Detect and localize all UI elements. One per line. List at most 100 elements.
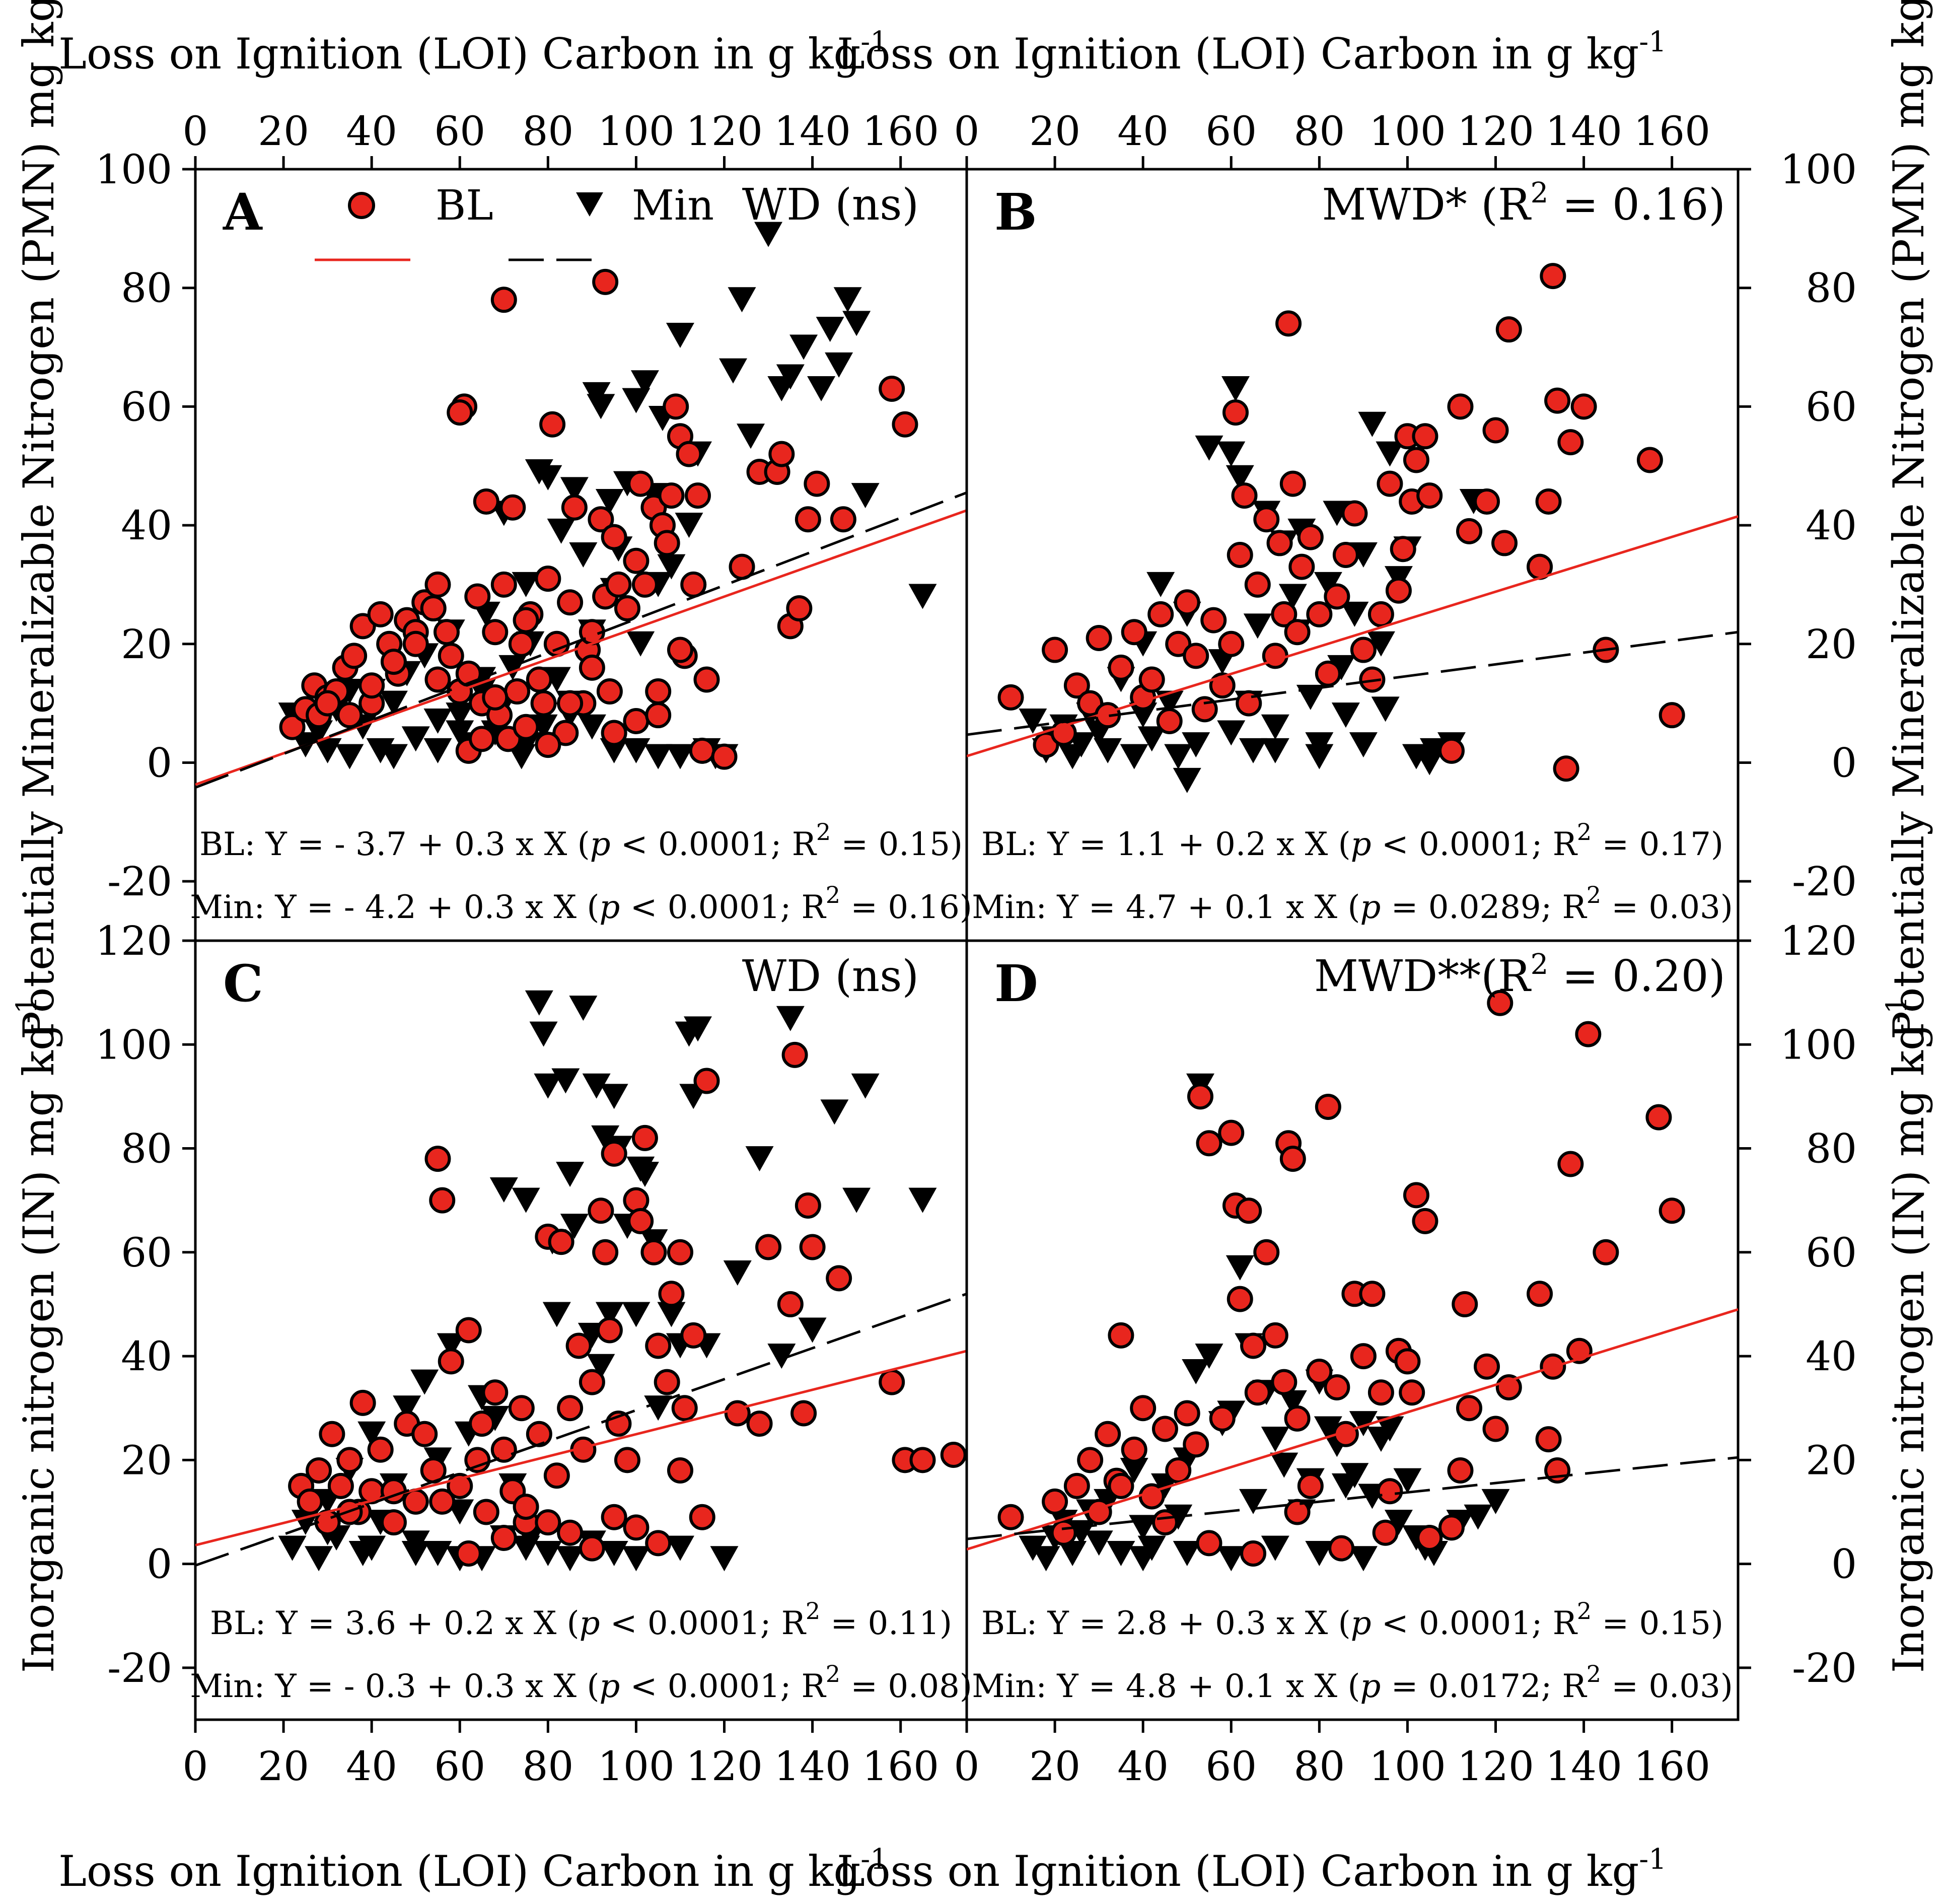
panel-a-bl-point	[795, 506, 821, 533]
panel-d-eq-p-value: < 0.0001; R	[1372, 1605, 1578, 1642]
panel-a-x-tick-label: 100	[598, 108, 675, 155]
panel-d-bl-point	[1187, 1083, 1213, 1110]
panel-a-bl-point	[667, 637, 693, 663]
panel-b-bl-point	[1288, 553, 1315, 580]
panel-d-bl-point	[1412, 1208, 1438, 1234]
panel-b-bl-point	[1165, 630, 1192, 657]
panel-c-eq-r2-value: = 0.08)	[840, 1668, 972, 1705]
panel-d-bl-point	[1227, 1286, 1253, 1312]
panel-a-bl-point	[495, 726, 522, 752]
panel-c-eq-r2-sup: 2	[806, 1597, 820, 1625]
panel-b-plot-area	[967, 263, 1738, 793]
panel-d-bl-point	[1284, 1405, 1311, 1432]
panel-a-bl-point	[592, 268, 619, 295]
panel-d-x-tick-label: 120	[1457, 1743, 1534, 1790]
panel-a-bl-equation: BL: Y = - 3.7 + 0.3 x X (p < 0.0001; R2 …	[199, 818, 963, 863]
panel-a-bl-point	[561, 494, 588, 521]
panel-d-bl-point	[1350, 1343, 1377, 1370]
legend: BL Min	[315, 182, 714, 261]
panel-c-min-point	[666, 1535, 694, 1561]
panel-a-bl-point	[596, 678, 623, 705]
panel-c-min-point	[908, 1187, 937, 1213]
legend-min-marker	[576, 192, 603, 217]
left-y-axis-title-bottom-sup: -1	[11, 996, 43, 1024]
panel-d-bl-point	[1151, 1416, 1178, 1442]
panel-a-y-tick-label: 20	[121, 621, 172, 668]
panel-d-eq-p: p	[1360, 1668, 1381, 1705]
panel-a-min-point	[657, 554, 686, 580]
panel-d-x-tick-label: 160	[1633, 1743, 1710, 1790]
panel-d-min-point	[1270, 1452, 1299, 1478]
panel-d-bl-point	[1095, 1421, 1121, 1447]
panel-b-min-point	[1261, 738, 1289, 763]
panel-c-bl-point	[380, 1509, 407, 1536]
panel-d-min-point	[1120, 1457, 1148, 1483]
panel-d-eq-p-value: = 0.0172; R	[1381, 1668, 1587, 1705]
panel-a-bl-point	[539, 411, 566, 438]
panel-b-bl-point	[1266, 530, 1293, 556]
panel-d-bl-point	[1209, 1405, 1236, 1432]
panel-d-eq-r2-value: = 0.03)	[1601, 1668, 1733, 1705]
panel-c-min-point	[278, 1535, 307, 1561]
panel-c-min-point	[357, 1421, 386, 1447]
panel-c-bl-point	[680, 1322, 707, 1349]
panel-b-min-point	[1146, 572, 1175, 597]
panel-a-bl-point	[601, 524, 627, 550]
panel-a-bl-point	[601, 720, 627, 746]
panel-c-bl-point	[557, 1395, 584, 1422]
panel-a-bl-point	[557, 690, 584, 717]
panel-b-min-point	[1376, 441, 1404, 467]
panel-a-bl-point	[588, 506, 614, 533]
panel-d-bl-point	[1050, 1519, 1077, 1546]
panel-c-bl-point	[623, 1514, 650, 1541]
panel-b-min-point	[1261, 714, 1289, 740]
panel-c-bl-point	[349, 1389, 376, 1416]
panel-a-y-tick-label: 0	[147, 739, 172, 786]
panel-a-y-tick-label: 40	[121, 502, 172, 549]
top-x-axis-title-left: Loss on Ignition (LOI) Carbon in g kg-1	[58, 26, 888, 79]
panel-c-min-point	[622, 1546, 651, 1572]
panel-a-bl-point	[663, 393, 689, 420]
panel-d-bl-fit-line	[967, 1308, 1738, 1551]
panel-a-min-point	[644, 744, 673, 769]
panel-b-min-point	[1358, 411, 1387, 437]
panel-c-bl-point	[557, 1519, 584, 1546]
panel-a-bl-point	[367, 601, 394, 627]
panel-b-y-tick-label: 80	[1806, 265, 1857, 312]
panel-b-bl-point	[1659, 702, 1685, 729]
panel-c-min-point	[622, 1302, 651, 1327]
panel-a-x-tick-label: 0	[183, 108, 208, 155]
panel-d-min-point	[1481, 1489, 1510, 1514]
panel-b-eq-p: p	[1360, 889, 1381, 926]
panel-b-eq-r2-value: = 0.17)	[1592, 826, 1723, 863]
panel-b-bl-point	[1174, 589, 1200, 616]
panel-b-min-point	[1182, 732, 1210, 758]
panel-b-x-tick-label: 20	[1029, 108, 1080, 155]
panel-a-min-point	[534, 465, 562, 490]
panel-d-y-tick-label: 120	[1780, 918, 1857, 964]
panel-b-min-point	[1226, 465, 1254, 490]
panel-d-bl-point	[1452, 1291, 1478, 1317]
panel-d: 0 20 40 60 80 100 120 140 160-20020406080100120D…	[954, 918, 1857, 1790]
panel-d-min-point	[1195, 1344, 1223, 1369]
panel-b-bl-point	[1474, 488, 1500, 515]
panel-c-bl-point	[543, 1462, 570, 1489]
panel-b-bl-point	[1121, 619, 1147, 646]
panel-c-bl-point	[490, 1436, 517, 1463]
panel-a-bl-point	[530, 690, 557, 717]
panel-b-eq-p-value: = 0.0289; R	[1381, 889, 1587, 926]
panel-b-min-point	[1137, 726, 1166, 752]
panel-d-min-point	[1129, 1546, 1158, 1572]
panel-d-min-point	[1032, 1546, 1060, 1572]
panel-d-bl-point	[1403, 1182, 1429, 1209]
panel-c-min-point	[644, 1395, 673, 1421]
top-x-axis-title-left-text: Loss on Ignition (LOI) Carbon in g kg	[58, 29, 860, 79]
panel-d-min-point	[1393, 1468, 1422, 1494]
panel-c-min-point	[423, 1540, 452, 1566]
panel-b-min-point	[1278, 584, 1307, 609]
panel-c-eq-p: p	[599, 1668, 620, 1705]
panel-b-bl-point	[1138, 666, 1165, 693]
panel-c-bl-point	[658, 1281, 685, 1307]
panel-c-min-point	[657, 1302, 686, 1327]
